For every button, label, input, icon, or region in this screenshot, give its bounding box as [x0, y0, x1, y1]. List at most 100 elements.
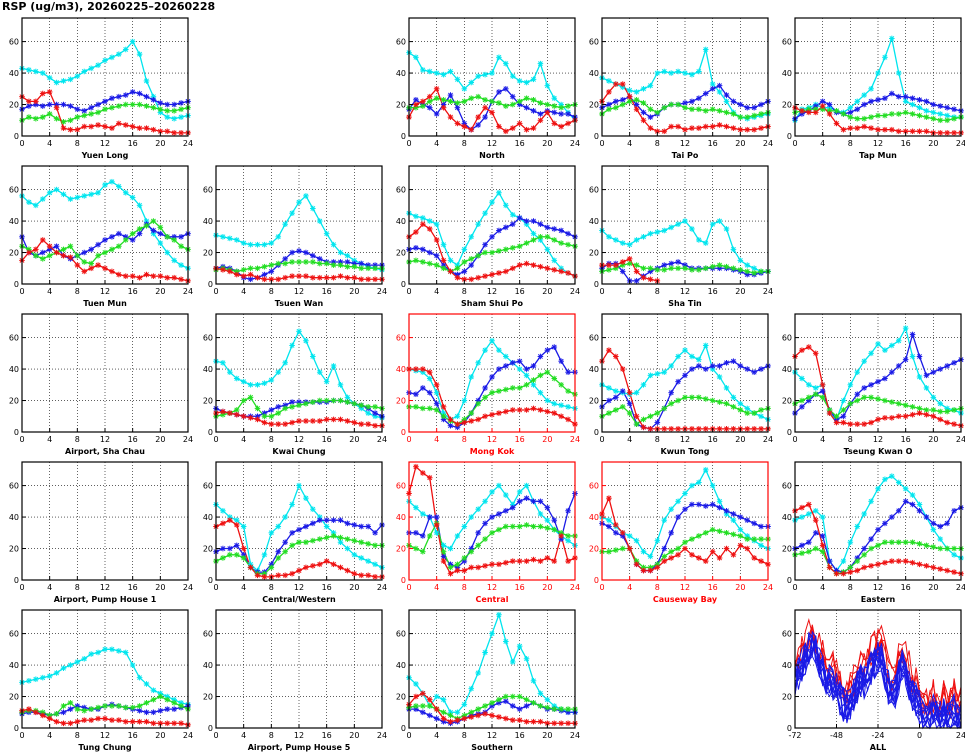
data-point-cyan: [668, 224, 674, 231]
data-point-green: [895, 111, 902, 117]
marker-stroke: [137, 51, 143, 57]
data-point-blue: [81, 249, 88, 256]
data-point-red: [129, 273, 136, 279]
data-point-blue: [461, 268, 468, 275]
data-point-blue: [171, 101, 177, 108]
marker-stroke: [861, 102, 867, 107]
data-point-red: [447, 114, 454, 120]
data-point-red: [433, 86, 440, 92]
data-point-blue: [157, 230, 164, 237]
marker-stroke: [74, 127, 80, 133]
tick-label-x: 12: [100, 435, 110, 444]
data-point-red: [544, 265, 551, 272]
tick-label-x: 24: [183, 435, 193, 444]
data-point-red: [413, 101, 419, 108]
data-point-green: [303, 259, 309, 265]
data-point-green: [503, 246, 509, 253]
tick-label-x: 12: [680, 287, 690, 296]
marker-stroke: [682, 70, 688, 76]
marker-stroke: [620, 81, 626, 87]
data-point-red: [316, 274, 323, 281]
data-point-blue: [150, 97, 157, 103]
marker-stroke: [420, 103, 426, 109]
data-point-cyan: [171, 115, 177, 122]
marker-stroke: [737, 114, 743, 120]
marker-stroke: [164, 250, 170, 255]
data-point-green: [461, 259, 468, 265]
marker-stroke: [144, 94, 149, 100]
marker-stroke: [123, 122, 129, 128]
data-point-blue: [496, 366, 502, 372]
tick-label-x: 24: [183, 287, 193, 296]
marker-stroke: [427, 98, 433, 104]
data-point-cyan: [157, 240, 164, 246]
data-point-red: [53, 249, 60, 256]
data-point-red: [358, 421, 365, 427]
data-point-green: [716, 108, 723, 114]
data-point-cyan: [647, 82, 654, 89]
tick-label-x: 12: [680, 139, 690, 148]
tick-label-x: 16: [128, 287, 138, 296]
data-point-green: [633, 262, 640, 268]
marker-stroke: [61, 191, 66, 197]
marker-stroke: [827, 102, 833, 107]
data-point-blue: [136, 230, 143, 237]
data-point-blue: [565, 111, 571, 117]
marker-stroke: [47, 75, 53, 81]
marker-stroke: [710, 86, 716, 92]
marker-stroke: [882, 127, 888, 133]
marker-stroke: [461, 86, 467, 92]
data-point-green: [39, 256, 46, 262]
marker-stroke: [54, 105, 60, 111]
data-point-cyan: [468, 374, 475, 380]
marker-stroke: [468, 127, 474, 133]
data-point-blue: [923, 98, 930, 105]
panel-title: Sha Tin: [668, 299, 702, 308]
tick-label-x: 24: [183, 139, 193, 148]
data-point-red: [440, 104, 447, 111]
marker-stroke: [81, 113, 87, 119]
marker-stroke: [703, 47, 709, 52]
marker-stroke: [74, 114, 80, 120]
data-point-red: [626, 256, 633, 262]
data-point-red: [372, 276, 378, 283]
data-point-cyan: [323, 230, 330, 237]
marker-stroke: [730, 98, 736, 104]
data-point-green: [102, 249, 108, 256]
data-point-cyan: [420, 67, 426, 73]
marker-stroke: [524, 80, 530, 85]
data-point-green: [709, 106, 716, 113]
tick-label-x: 20: [349, 287, 359, 296]
data-point-blue: [150, 227, 157, 234]
marker-stroke: [150, 97, 156, 103]
data-point-cyan: [696, 68, 702, 75]
data-point-red: [516, 262, 523, 268]
marker-stroke: [40, 196, 46, 202]
data-point-blue: [551, 109, 558, 116]
data-point-green: [916, 112, 923, 119]
tick-label-x: 16: [322, 435, 332, 444]
data-point-blue: [102, 98, 108, 105]
data-point-green: [178, 106, 184, 113]
data-point-green: [537, 234, 544, 240]
data-point-green: [565, 241, 571, 248]
marker-stroke: [482, 105, 488, 111]
data-point-red: [551, 120, 558, 127]
data-point-green: [461, 98, 468, 105]
data-point-red: [157, 273, 164, 279]
data-point-cyan: [461, 246, 468, 253]
data-point-green: [240, 397, 247, 404]
marker-stroke: [137, 202, 143, 208]
data-point-green: [261, 413, 268, 420]
data-point-green: [868, 114, 874, 120]
marker-stroke: [834, 120, 839, 126]
data-point-red: [337, 273, 344, 279]
marker-stroke: [661, 128, 667, 134]
marker-stroke: [606, 89, 612, 95]
plot-frame: [21, 17, 189, 137]
data-point-green: [909, 111, 916, 117]
data-point-green: [944, 117, 950, 124]
data-point-red: [882, 126, 888, 133]
data-point-red: [413, 229, 419, 235]
data-point-cyan: [682, 70, 688, 76]
